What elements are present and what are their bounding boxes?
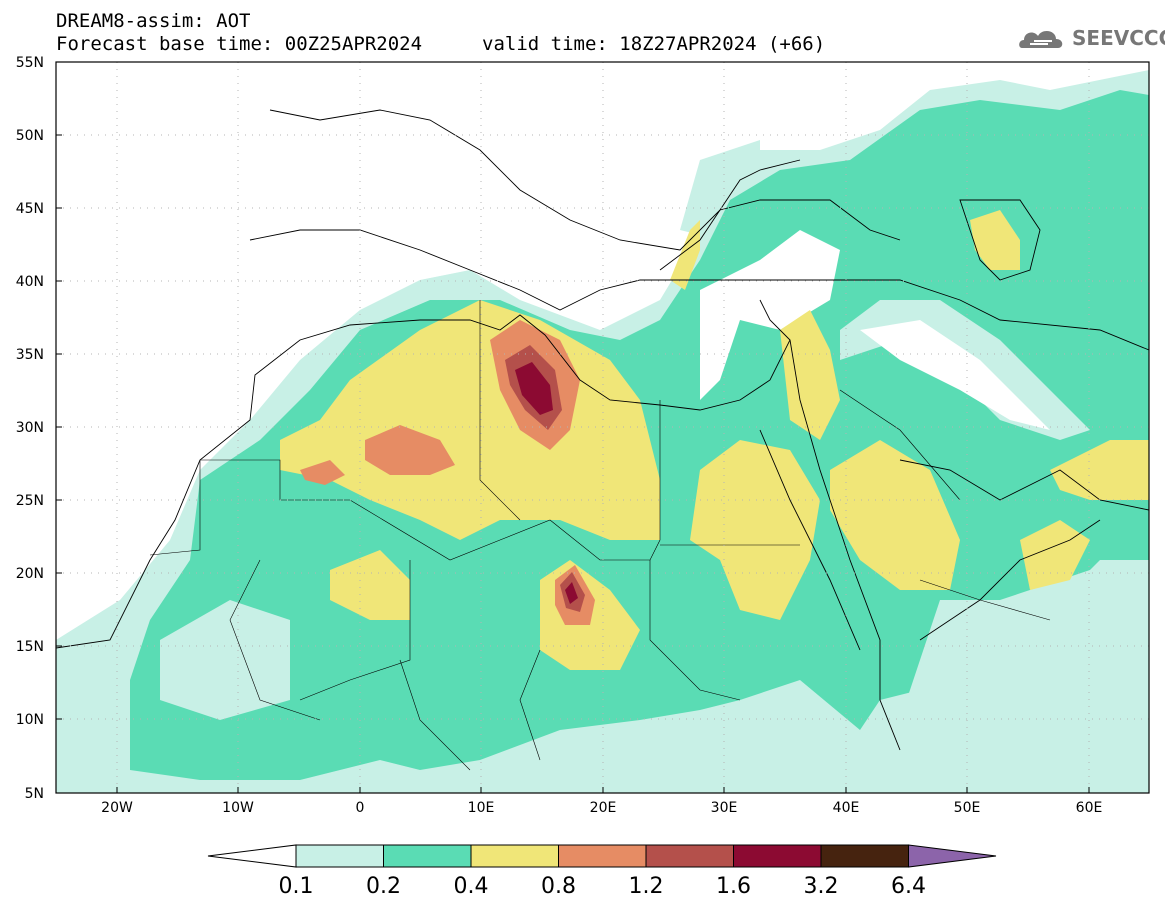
lat-label: 35N <box>16 347 44 363</box>
aot-1.6-region <box>565 582 578 604</box>
colorbar-label: 0.8 <box>541 874 576 899</box>
lon-label: 40E <box>833 800 860 816</box>
colorbar-label: 3.2 <box>804 874 839 899</box>
colorbar-label: 0.2 <box>366 874 401 899</box>
colorbar-label: 0.1 <box>279 874 314 899</box>
clear-region <box>860 320 1050 430</box>
latitude-labels: 55N 50N 45N 40N 35N 30N 25N 20N 15N 10N … <box>16 55 44 802</box>
colorbar-under-arrow <box>207 844 297 868</box>
lat-label: 40N <box>16 274 44 290</box>
colorbar-label: 1.6 <box>716 874 751 899</box>
lat-label: 50N <box>16 128 44 144</box>
colorbar-label: 6.4 <box>891 874 926 899</box>
lon-label: 20E <box>590 800 617 816</box>
lat-label: 25N <box>16 493 44 509</box>
lat-label: 30N <box>16 420 44 436</box>
aot-0.4-region <box>830 440 960 590</box>
colorbar-label: 1.2 <box>629 874 664 899</box>
aot-0.4-region <box>970 210 1020 270</box>
lon-label: 50E <box>954 800 981 816</box>
coastlines <box>56 109 1149 751</box>
axis-ticks <box>56 61 1090 794</box>
aot-0.8-region <box>365 425 455 475</box>
lon-label: 0 <box>356 800 365 816</box>
colorbar-swatch <box>295 844 384 868</box>
valid-time: valid time: 18Z27APR2024 (+66) <box>482 33 826 55</box>
colorbar-swatch <box>733 844 822 868</box>
aot-0.4-region <box>780 310 840 440</box>
aot-field <box>56 70 1149 793</box>
aot-0.4-region <box>690 440 820 620</box>
aot-0.4-region <box>1020 520 1090 590</box>
aot-0.4-region <box>1050 440 1149 500</box>
forecast-base-time: Forecast base time: 00Z25APR2024 <box>56 33 423 55</box>
aot-1.6-region <box>515 362 553 415</box>
cloud-icon <box>1019 30 1063 48</box>
lat-label: 45N <box>16 201 44 217</box>
lon-label: 10W <box>222 800 254 816</box>
map-title: DREAM8-assim: AOT <box>56 10 251 32</box>
lon-label: 60E <box>1076 800 1103 816</box>
lon-label: 20W <box>101 800 133 816</box>
aot-0.1-region <box>160 600 290 720</box>
borders <box>149 300 1051 771</box>
lat-label: 55N <box>16 55 44 71</box>
longitude-labels: 20W 10W 0 10E 20E 30E 40E 50E 60E <box>101 800 1102 816</box>
gridlines <box>56 62 1149 793</box>
colorbar-swatch <box>383 844 472 868</box>
lat-label: 20N <box>16 566 44 582</box>
aot-0.8-region <box>300 460 345 485</box>
colorbar-over-arrow <box>908 844 997 868</box>
colorbar-label: 0.4 <box>454 874 489 899</box>
colorbar <box>207 844 997 868</box>
lat-label: 15N <box>16 639 44 655</box>
lon-label: 10E <box>468 800 495 816</box>
aot-0.4-region <box>330 550 410 620</box>
logo-text: SEEVCCC <box>1072 26 1165 50</box>
lat-label: 5N <box>25 786 44 802</box>
colorbar-swatch <box>645 844 734 868</box>
lon-label: 30E <box>711 800 738 816</box>
colorbar-swatch <box>820 844 909 868</box>
clear-region <box>700 230 840 400</box>
aot-0.1-region <box>900 560 1149 793</box>
colorbar-labels: 0.1 0.2 0.4 0.8 1.2 1.6 3.2 6.4 <box>279 874 927 899</box>
lat-label: 10N <box>16 712 44 728</box>
colorbar-swatch <box>470 844 559 868</box>
colorbar-swatch <box>558 844 647 868</box>
